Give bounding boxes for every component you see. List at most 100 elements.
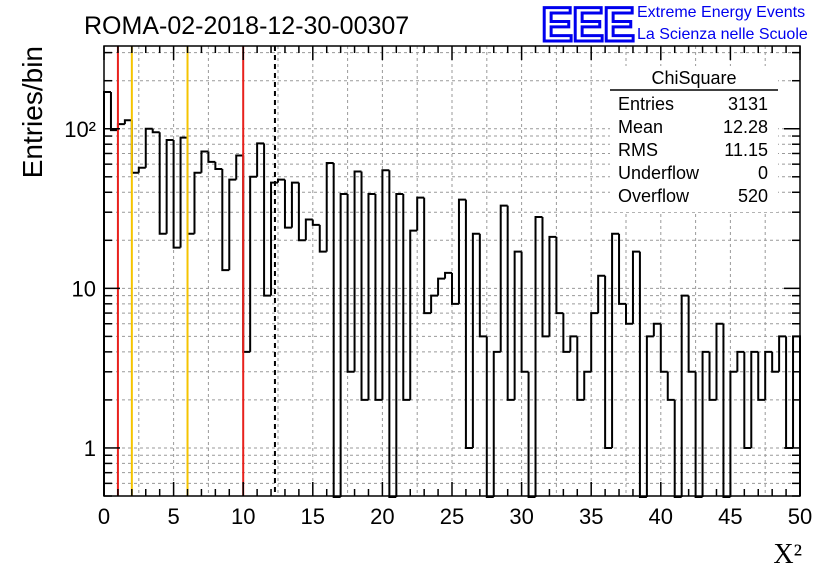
histogram-bin [757, 351, 766, 401]
histogram-bin [123, 119, 132, 125]
histogram-bin [304, 218, 313, 241]
x-tick-label: 10 [231, 504, 255, 529]
histogram-bin [290, 181, 299, 228]
histogram-bin [604, 275, 613, 449]
reference-lines [116, 46, 276, 496]
histogram-bin [778, 335, 787, 372]
histogram-bin [256, 142, 265, 177]
logo-mark: EEE [541, 0, 634, 52]
histogram-bin [464, 199, 473, 449]
histogram-bin [457, 198, 466, 304]
histogram-bin [346, 194, 355, 373]
y-tick-labels: 1 10 10² [64, 117, 96, 461]
histogram-bin [165, 139, 174, 234]
histogram-bin [590, 312, 599, 372]
histogram-bin [214, 161, 223, 170]
histogram-bin [611, 232, 620, 448]
histogram-bin [736, 350, 745, 372]
histogram-bin [249, 175, 258, 352]
histogram-bin [618, 233, 626, 305]
histogram-bin [374, 194, 383, 401]
histogram-bin [485, 336, 494, 498]
histogram-bin [444, 271, 452, 279]
histogram-bin [388, 170, 397, 498]
histogram-bin [395, 193, 404, 497]
stats-value: 520 [738, 186, 768, 206]
stats-rows: Entries 3131 Mean 12.28 RMS 11.15 Underflow 0 Ov… [618, 94, 768, 206]
histogram-bin [764, 350, 773, 400]
histogram-bin [158, 132, 167, 235]
x-tick-label: 25 [440, 504, 464, 529]
histogram-bin [645, 335, 654, 497]
histogram-bin [283, 179, 292, 229]
histogram-bin [318, 224, 327, 253]
y-tick-label: 1 [84, 436, 96, 461]
histogram-bin [638, 251, 647, 498]
histogram-bin [221, 168, 230, 272]
stats-value: 11.15 [724, 140, 768, 160]
histogram-bin [534, 215, 543, 497]
histogram-bin [722, 323, 731, 498]
histogram-bin [200, 150, 209, 173]
histogram-bin [437, 277, 446, 296]
stats-label: Mean [618, 117, 663, 137]
histogram-bin [513, 250, 522, 400]
histogram-bin [687, 295, 696, 373]
x-tick-labels: 0 5 10 15 20 25 30 35 40 45 50 [98, 504, 812, 529]
logo-line-1: Extreme Energy Events [637, 4, 805, 21]
histogram-bin [520, 251, 529, 373]
histogram-bin [381, 169, 390, 400]
x-tick-label: 40 [649, 504, 673, 529]
y-tick-label: 10² [64, 117, 96, 142]
logo-line-2: La Scienza nelle Scuole [637, 26, 808, 43]
histogram-bin [597, 274, 606, 314]
histogram-bin [332, 163, 341, 498]
chart-title: ROMA-02-2018-12-30-00307 [84, 12, 409, 40]
histogram-bin [673, 399, 682, 498]
histogram-bin [339, 193, 348, 497]
histogram-bin [548, 235, 557, 337]
stats-value: 12.28 [723, 117, 768, 137]
y-axis-label: Entries/bin [17, 46, 48, 178]
histogram-bin [235, 154, 244, 180]
stats-label: RMS [618, 140, 658, 160]
histogram-bin [715, 322, 724, 400]
histogram-bin [172, 140, 181, 249]
histogram-bin [478, 233, 487, 338]
histogram-bin [471, 232, 480, 448]
stats-label: Overflow [618, 186, 690, 206]
histogram-bin [631, 250, 640, 324]
histogram-bin [423, 197, 432, 315]
y-tick-label: 10 [72, 276, 96, 301]
x-tick-label: 20 [370, 504, 394, 529]
histogram-bin [277, 178, 285, 183]
x-tick-label: 0 [98, 504, 110, 529]
histogram-bin [360, 171, 369, 401]
histogram-bin [576, 336, 585, 401]
x-tick-label: 50 [788, 504, 812, 529]
histogram-bin [430, 294, 439, 314]
histogram-bin [506, 205, 515, 401]
stats-title: ChiSquare [651, 68, 736, 88]
eee-logo: EEE Extreme Energy Events La Scienza nel… [540, 0, 808, 54]
histogram-bin [541, 216, 550, 338]
axis-ticks [103, 46, 801, 497]
histogram-bin [583, 370, 592, 400]
histogram-bin [743, 351, 752, 449]
histogram-bin [416, 196, 425, 231]
histogram-bin [652, 322, 661, 337]
histogram-bin [311, 219, 320, 226]
x-tick-label: 45 [718, 504, 742, 529]
histogram-bin [562, 313, 571, 353]
x-tick-label: 15 [301, 504, 325, 529]
histogram-bin [151, 128, 160, 134]
histogram-bin [555, 236, 564, 315]
histogram-bin [228, 178, 237, 271]
histogram-bin [680, 294, 689, 497]
histogram-bin [694, 371, 703, 498]
histogram-bin [451, 272, 459, 305]
histogram-bin [409, 229, 418, 400]
histogram-bin [527, 371, 536, 498]
histogram-bin [144, 127, 153, 168]
x-axis-label: X² [773, 539, 802, 570]
